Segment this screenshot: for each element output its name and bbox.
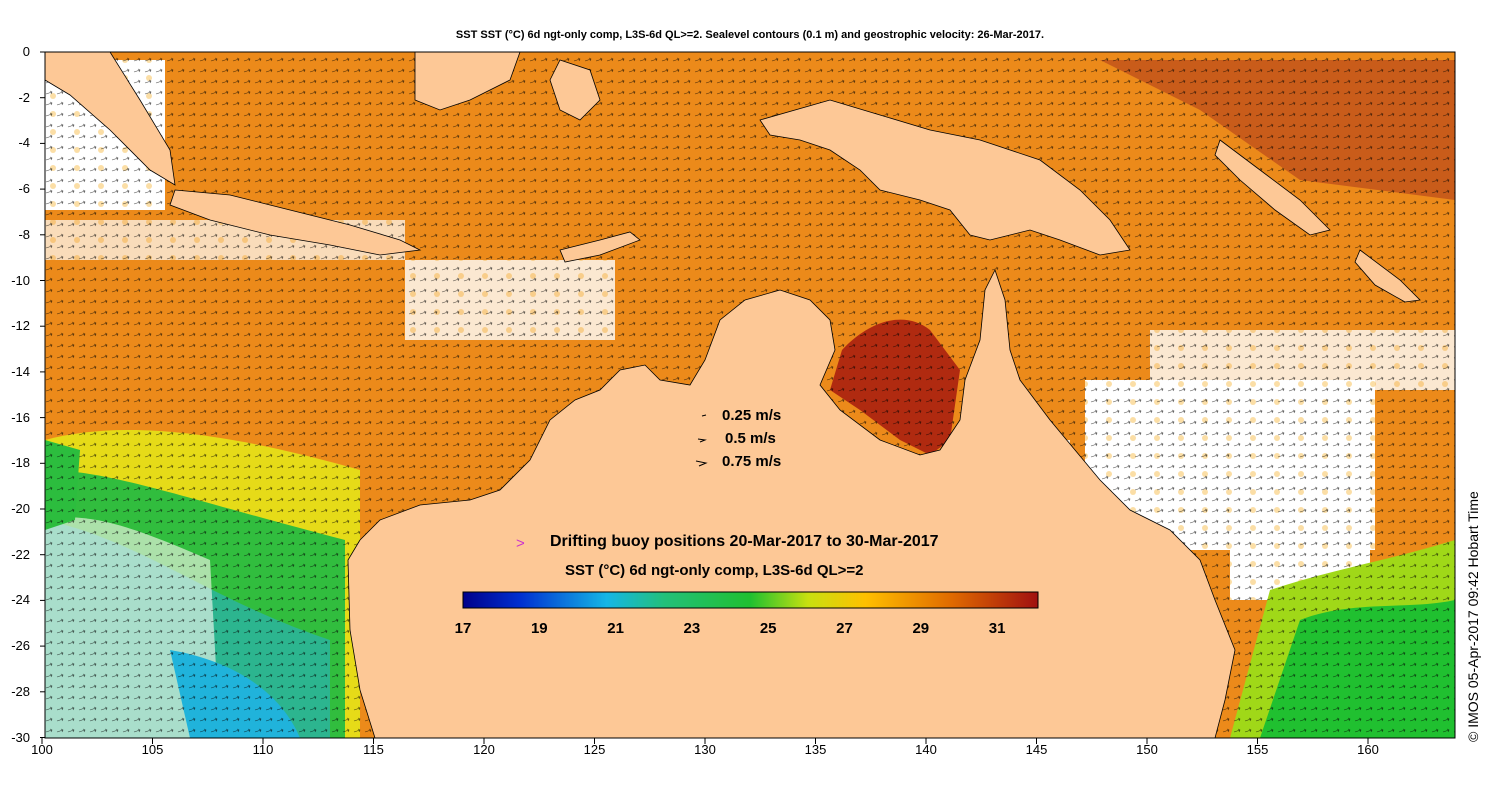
solomon-land — [1354, 249, 1421, 303]
java-land — [169, 189, 422, 256]
y-axis-label: -2 — [18, 89, 30, 105]
y-axis-label: 0 — [22, 44, 30, 59]
y-axis-label: -16 — [11, 409, 30, 425]
x-axis-label: 155 — [1246, 742, 1269, 757]
y-axis-label: -18 — [11, 455, 30, 471]
x-axis-label: 100 — [31, 742, 53, 757]
timor-land — [559, 231, 641, 263]
buoy-legend: Drifting buoy positions 20-Mar-2017 to 3… — [550, 533, 939, 550]
velocity-legend-075: 0.75 m/s — [722, 453, 782, 470]
y-axis-label: -10 — [11, 272, 30, 288]
colorbar-tick: 29 — [912, 620, 930, 637]
y-axis-label: -28 — [11, 683, 30, 699]
colorbar-tick: 23 — [683, 620, 701, 637]
colorbar-tick: 25 — [759, 620, 777, 637]
y-axis-label: -22 — [11, 546, 30, 562]
velocity-legend-05: 0.5 m/s — [725, 430, 776, 447]
y-axis-label: -26 — [11, 638, 30, 654]
y-axis-label: -20 — [11, 501, 30, 516]
colorbar — [462, 591, 1039, 609]
x-axis-label: 140 — [915, 742, 937, 757]
colorbar-tick: 19 — [530, 620, 548, 637]
arrow-025-icon — [701, 414, 707, 417]
australia-land — [347, 268, 1236, 739]
y-axis-label: -8 — [18, 226, 30, 242]
velocity-legend-025: 0.25 m/s — [722, 407, 782, 424]
y-axis-label: -14 — [11, 363, 30, 379]
y-axis-label: -4 — [18, 135, 30, 151]
x-axis-label: 145 — [1025, 742, 1048, 757]
x-axis-label: 130 — [694, 742, 716, 757]
new-guinea-land — [759, 99, 1131, 256]
x-axis-label: 120 — [473, 742, 495, 757]
x-axis-label: 110 — [252, 742, 274, 757]
x-axis-label: 125 — [583, 742, 606, 757]
y-axis-label: -30 — [11, 729, 30, 745]
colorbar-tick: 27 — [836, 620, 853, 637]
x-axis-label: 115 — [363, 742, 384, 757]
y-axis-label: -12 — [11, 318, 30, 334]
arrow-075-icon — [695, 460, 708, 467]
arrow-05-icon — [697, 438, 707, 443]
x-axis-label: 160 — [1357, 742, 1379, 757]
x-axis-label: 150 — [1136, 742, 1158, 757]
plot-frame — [44, 51, 1456, 739]
chart-title: SST SST (°C) 6d ngt-only comp, L3S-6d QL… — [455, 29, 1045, 41]
credit-text: © IMOS 05-Apr-2017 09:42 Hobart Time — [1465, 491, 1481, 742]
y-axis-label: -6 — [18, 181, 30, 197]
buoy-marker-icon: > — [516, 535, 525, 552]
colorbar-tick: 17 — [454, 620, 472, 637]
new-britain-land — [1214, 139, 1331, 236]
sulawesi-land — [549, 59, 601, 121]
y-axis-label: -24 — [11, 592, 30, 608]
colorbar-tick: 21 — [607, 620, 624, 637]
sumatra-land — [44, 51, 176, 186]
colorbar-tick: 31 — [988, 620, 1006, 637]
colorbar-title: SST (°C) 6d ngt-only comp, L3S-6d QL>=2 — [565, 562, 864, 579]
x-axis-label: 105 — [141, 742, 164, 757]
x-axis-label: 135 — [804, 742, 827, 757]
